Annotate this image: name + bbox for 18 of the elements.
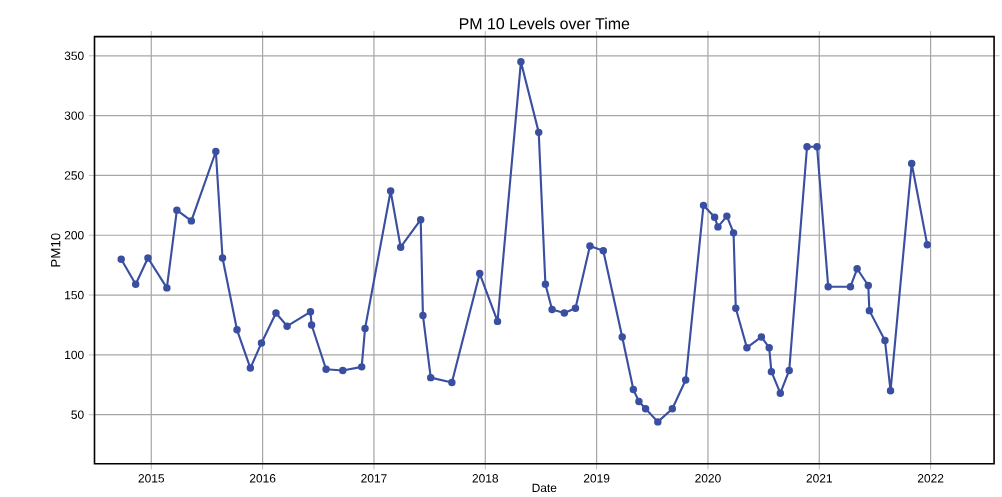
x-tick-label: 2021 — [806, 474, 832, 483]
x-tick-label: 2017 — [361, 474, 387, 483]
chart-title: PM 10 Levels over Time — [459, 17, 630, 30]
y-tick-label: 50 — [71, 410, 84, 420]
y-tick-label: 300 — [64, 111, 84, 121]
y-tick-label: 250 — [64, 171, 84, 180]
x-tick-label: 2019 — [583, 474, 610, 483]
y-tick-label: 350 — [64, 51, 84, 61]
y-axis-title: PM10 — [50, 233, 61, 267]
x-tick-label: 2016 — [249, 474, 276, 483]
x-axis-title: Date — [532, 483, 557, 493]
x-tick-label: 2015 — [138, 474, 165, 483]
x-tick-label: 2018 — [472, 474, 499, 483]
y-tick-label: 100 — [65, 350, 84, 360]
y-tick-label: 200 — [64, 231, 84, 240]
y-tick-label: 150 — [65, 291, 84, 300]
x-tick-label: 2020 — [695, 474, 721, 483]
x-tick-label: 2022 — [917, 474, 944, 483]
